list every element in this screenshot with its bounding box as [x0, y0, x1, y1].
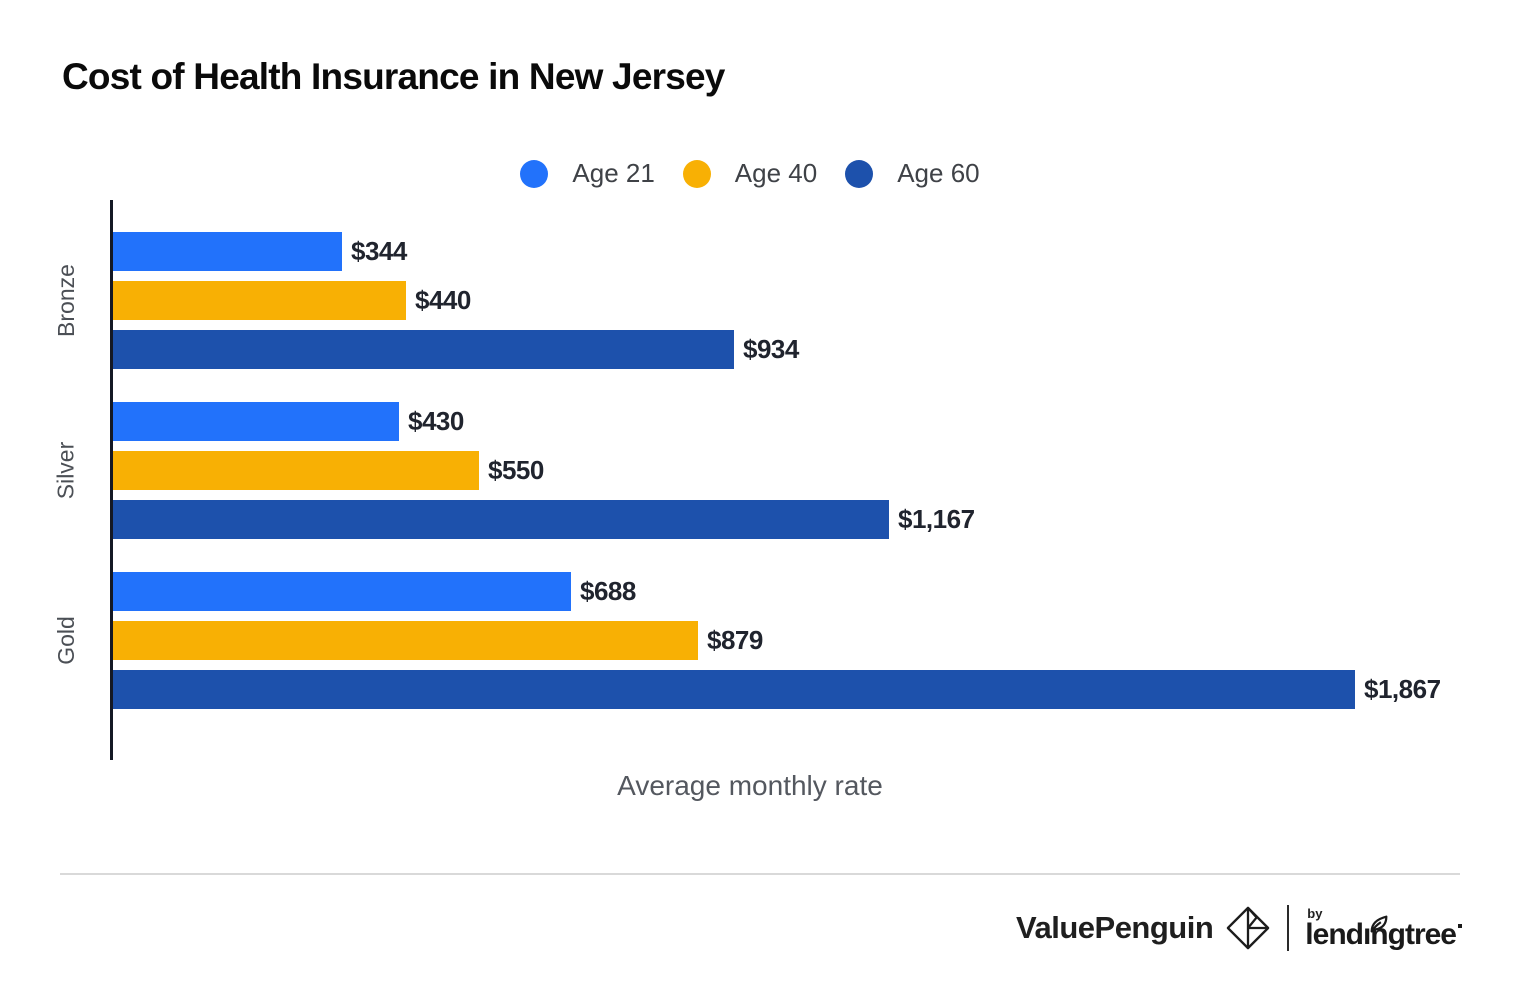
lendingtree-logo: by lendıngtree	[1305, 906, 1462, 950]
legend-item-age-21: Age 21	[520, 158, 655, 189]
bar-row-age-40-silver: $550	[113, 451, 1490, 490]
value-label: $550	[488, 455, 544, 485]
bar-age-60-gold	[113, 670, 1355, 709]
legend-item-age-60: Age 60	[845, 158, 980, 189]
x-axis-label: Average monthly rate	[617, 770, 883, 801]
bar-age-40-silver	[113, 451, 479, 490]
value-label: $1,867	[1364, 674, 1441, 704]
bar-group-bronze: Bronze $344 $440 $934	[53, 232, 1490, 369]
category-label-gold: Gold	[35, 572, 97, 709]
value-label: $934	[743, 334, 799, 364]
bar-row-age-60-silver: $1,167	[113, 500, 1490, 539]
chart-title: Cost of Health Insurance in New Jersey	[62, 56, 725, 97]
legend-dot-age-40	[682, 159, 711, 188]
bar-age-40-gold	[113, 621, 698, 660]
value-label: $688	[580, 576, 636, 606]
legend-label: Age 21	[572, 158, 655, 188]
leaf-icon	[1370, 915, 1388, 933]
origami-penguin-diamond-icon	[1227, 906, 1270, 950]
value-label: $1,167	[898, 504, 975, 534]
value-label: $879	[707, 625, 763, 655]
value-label: $440	[415, 285, 471, 315]
bar-row-age-21-bronze: $344	[113, 232, 1490, 271]
legend-dot-age-21	[520, 159, 549, 188]
bar-age-60-silver	[113, 500, 889, 539]
category-label-text: Gold	[52, 616, 79, 665]
bar-row-age-60-gold: $1,867	[113, 670, 1490, 709]
bar-age-40-bronze	[113, 281, 406, 320]
bar-age-21-silver	[113, 402, 399, 441]
bar-row-age-40-gold: $879	[113, 621, 1490, 660]
bar-row-age-60-bronze: $934	[113, 330, 1490, 369]
legend-label: Age 40	[734, 158, 818, 188]
bar-row-age-21-silver: $430	[113, 402, 1490, 441]
valuepenguin-wordmark: ValuePenguin	[1016, 910, 1214, 945]
category-label-text: Bronze	[52, 264, 79, 337]
legend-dot-age-60	[845, 159, 874, 188]
bar-age-21-gold	[113, 572, 571, 611]
legend: Age 21 Age 40 Age 60	[0, 158, 1500, 189]
bar-age-21-bronze	[113, 232, 342, 271]
footer-branding: ValuePenguin by lendıngtree	[1016, 900, 1462, 956]
bar-row-age-21-gold: $688	[113, 572, 1490, 611]
category-label-text: Silver	[52, 441, 79, 500]
category-label-silver: Silver	[35, 402, 97, 539]
value-label: $430	[408, 406, 464, 436]
footer-divider	[60, 873, 1460, 875]
bar-row-age-40-bronze: $440	[113, 281, 1490, 320]
chart-plot-area: Bronze $344 $440 $934 Silver $430 $550 $1,167 Go…	[52, 200, 1490, 760]
lendingtree-wordmark: lendıngtree	[1305, 915, 1462, 951]
footer-separator	[1287, 905, 1290, 951]
bar-group-gold: Gold $688 $879 $1,867	[53, 572, 1490, 709]
by-label: by	[1307, 906, 1323, 921]
value-label: $344	[351, 236, 407, 266]
bar-group-silver: Silver $430 $550 $1,167	[52, 402, 1490, 539]
bar-age-60-bronze	[113, 330, 734, 369]
legend-label: Age 60	[897, 158, 980, 188]
legend-item-age-40: Age 40	[682, 158, 818, 189]
category-label-bronze: Bronze	[35, 232, 97, 369]
trademark-dot	[1458, 924, 1462, 928]
